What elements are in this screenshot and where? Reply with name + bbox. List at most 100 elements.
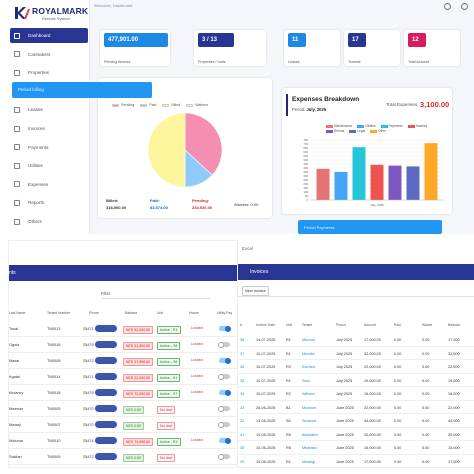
invoice-unit: S6 (286, 419, 291, 423)
utility-pay-toggle[interactable] (219, 325, 231, 332)
sidebar-item-dashboard[interactable]: Dashboard (10, 28, 88, 43)
table-row[interactable]: Masai TN0008 25472 KES 37,998.00 Active - S6… (9, 353, 237, 369)
invoices-title: Invoices (250, 269, 269, 275)
dashboard-screenshot: ROYALMARK Rentals System Dashboard Careta… (0, 0, 474, 234)
invoice-paid: 0.00 (394, 338, 402, 342)
user-avatar-icon[interactable] (461, 3, 468, 10)
table-row[interactable]: 36 10-07-2025 R3 Kanheu July 2025 22,000.00 0.… (238, 360, 474, 374)
invoice-period: June 2025 (336, 459, 354, 464)
y-tick-label: 100 (303, 190, 308, 194)
invoice-tenant[interactable]: Mwangi (302, 459, 316, 464)
sidebar-item-reports[interactable]: Reports (10, 195, 88, 210)
utility-pay-toggle[interactable] (218, 341, 230, 348)
invoice-id[interactable]: 37 (240, 351, 245, 356)
invoice-id[interactable]: 34 (240, 392, 245, 396)
invoice-id[interactable]: 32 (240, 419, 245, 423)
table-row[interactable]: Sakitari TN0009 25472 KES 0.00 No Unit (9, 449, 237, 465)
table-row[interactable]: Tonal TN0013 25471 KES 92,000.00 Active - R1… (9, 321, 237, 337)
utility-pay-toggle[interactable] (218, 405, 230, 412)
sidebar-item-expenses[interactable]: Expenses (10, 177, 88, 192)
filter-input[interactable] (101, 298, 211, 299)
tenant-phone: 25474 (83, 439, 94, 443)
invoice-id[interactable]: 29 (240, 459, 245, 464)
invoice-paid: 0.00 (394, 392, 402, 396)
table-row[interactable]: Kiniancy TN0018 25479 KES 72,000.00 Active -… (9, 385, 237, 401)
legend-swatch (186, 103, 194, 107)
table-row[interactable]: Mwanji TN0007 25470 KES 0.00 No Unit (9, 417, 237, 433)
sidebar-item-invoices[interactable]: Invoices (10, 121, 88, 136)
tenants-screenshot: nts Filter Last Name Tenant Number Phone Ba… (8, 240, 238, 468)
table-row[interactable]: Mwende TN0005 25470 KES 0.00 No Unit (9, 401, 237, 417)
invoice-period: June 2025 (336, 432, 354, 437)
new-invoice-button[interactable]: New Invoice (242, 286, 269, 296)
stat-value: 3 / 13 (198, 33, 234, 47)
invoice-tenant[interactable]: Wilhem (302, 392, 315, 396)
table-row[interactable]: 35 10-07-2025 R1 Sam July 2025 19,000.00 0.00 0… (238, 374, 474, 387)
sidebar-item-payments[interactable]: Payments (10, 140, 88, 155)
table-row[interactable]: 38 14-07-2025 R1 Mizchol July 2025 17,000.00 0… (238, 333, 474, 347)
invoice-paid: 0.00 (394, 365, 402, 369)
utility-pay-toggle[interactable] (219, 389, 231, 396)
sidebar-item-others[interactable]: Others (10, 214, 88, 229)
table-row[interactable]: 34 10-07-2025 R2 Wilhem July 2025 16,000.00 0.… (238, 387, 474, 401)
legend-label: Utilities (365, 124, 376, 128)
table-row[interactable]: 31 10-06-2025 R5 Abdullahi June 2025 20,000.0… (238, 428, 474, 441)
tenant-phone: 25471 (83, 327, 94, 331)
notification-icon[interactable] (444, 3, 451, 10)
utility-pay-toggle[interactable] (218, 453, 230, 460)
utility-pay-toggle[interactable] (218, 421, 230, 428)
invoice-amount: 32,000.00 (364, 351, 381, 356)
sidebar-item-caretakers[interactable]: Caretakers (10, 47, 88, 62)
table-row[interactable]: Kgatai TN0014 25471 KES 22,000.00 Active - K… (9, 369, 237, 385)
invoice-tenant[interactable]: Kanheu (302, 365, 316, 369)
tenant-name: Ogola (9, 343, 20, 347)
invoice-id[interactable]: 38 (240, 338, 245, 342)
invoice-id[interactable]: 36 (240, 365, 245, 369)
table-row[interactable]: 32 13-06-2025 S6 Semsod June 2025 44,000.00 0.… (238, 414, 474, 428)
invoice-paid: 0.00 (394, 405, 402, 410)
invoice-tenant[interactable]: Mizchol (302, 338, 315, 342)
invoice-tenant[interactable]: Moraila (302, 351, 315, 356)
y-tick-label: 150 (303, 186, 308, 190)
invoice-id[interactable]: 31 (240, 432, 245, 437)
invoice-id[interactable]: 33 (240, 405, 245, 410)
table-row[interactable]: 29 10-06-2025 R1 Mwangi June 2025 17,000.00 0.… (238, 455, 474, 468)
invoice-tenant[interactable]: Mozinuri (302, 405, 317, 410)
invoice-tenant[interactable]: Mbaraka (302, 446, 317, 450)
sidebar-item-leases[interactable]: Leases (10, 102, 88, 117)
redaction-scribble (95, 405, 117, 412)
invoice-id[interactable]: 30 (240, 446, 245, 450)
utility-pay-toggle[interactable] (218, 373, 230, 380)
legend-swatch (380, 124, 388, 128)
invoice-balance: 16,000 (448, 392, 460, 396)
invoice-id[interactable]: 35 (240, 378, 245, 383)
table-row[interactable]: Ogola TN0016 25479 KES 31,500.00 Active - S8… (9, 337, 237, 353)
file-icon (14, 106, 20, 113)
tenant-phone: 25479 (83, 391, 94, 395)
table-row[interactable]: 30 10-06-2025 R5 Mbaraka June 2025 15,000.00 0… (238, 441, 474, 455)
sidebar-item-utilities[interactable]: Utilities (10, 158, 88, 173)
expenses-legend-item: Maintenance (326, 124, 352, 129)
pending-stat: Pending: 234,926.00 (192, 198, 212, 210)
table-row[interactable]: Mutuma TN0010 25474 KES 74,698.00 Active - R… (9, 433, 237, 449)
y-tick-label: 650 (303, 146, 308, 150)
legend-swatch (162, 103, 170, 107)
tenants-header-bar: nts (9, 265, 237, 281)
invoice-tenant[interactable]: Abdullahi (302, 432, 318, 437)
table-row[interactable]: 37 10-07-2025 R1 Moraila July 2025 32,000.00 0… (238, 347, 474, 360)
sidebar-item-properties[interactable]: Properties (10, 65, 88, 80)
legend-label: Salaries (415, 124, 428, 128)
invoice-date: 10-07-2025 (256, 378, 276, 383)
invoice-tenant[interactable]: Sam (302, 378, 310, 383)
sidebar-item-label: Payments (28, 144, 49, 150)
logo: ROYALMARK Rentals System (14, 4, 88, 24)
invoice-tenant[interactable]: Semsod (302, 419, 316, 423)
utility-pay-toggle[interactable] (219, 357, 231, 364)
column-header: Amount (364, 323, 376, 327)
expenses-legend: Maintenance Utilities Payments Salaries Refu… (326, 124, 446, 134)
utility-pay-toggle[interactable] (219, 437, 231, 444)
y-tick-label: 550 (303, 154, 308, 158)
table-row[interactable]: 33 26-06-2025 B1 Mozinuri June 2025 22,000.00… (238, 401, 474, 414)
stat-label: Tenants (348, 60, 361, 64)
